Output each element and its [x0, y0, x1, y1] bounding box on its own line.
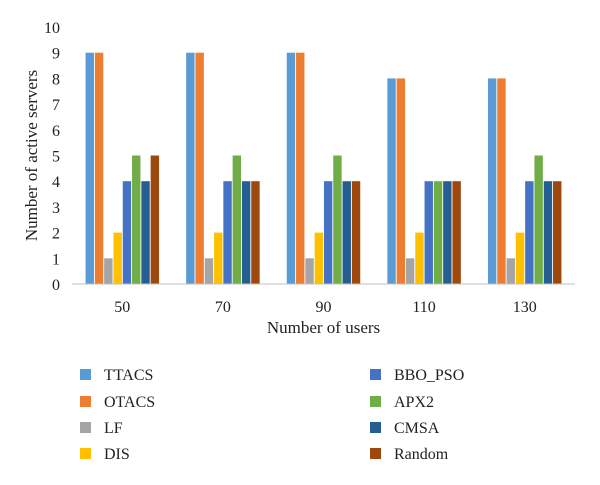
- legend-swatch: [80, 448, 91, 459]
- y-tick-label: 7: [52, 97, 60, 114]
- bar-dis-70: [214, 232, 223, 284]
- y-tick-label: 3: [52, 200, 60, 217]
- bar-apx2-50: [132, 155, 141, 284]
- bar-random-50: [150, 155, 160, 284]
- bar-otacs-90: [296, 52, 305, 285]
- legend-swatch: [370, 396, 381, 407]
- legend-swatch: [370, 448, 381, 459]
- bar-dis-130: [515, 232, 525, 284]
- bar-random-70: [251, 181, 260, 284]
- bar-cmsa-110: [443, 181, 452, 284]
- bar-otacs-110: [396, 78, 406, 285]
- bar-bbo-pso-70: [223, 181, 232, 284]
- bar-cmsa-70: [241, 181, 251, 284]
- y-tick-label: 5: [52, 149, 60, 166]
- y-tick-label: 8: [52, 71, 60, 88]
- x-tick-label: 110: [412, 299, 435, 316]
- bar-lf-110: [405, 258, 415, 284]
- legend-label: TTACS: [104, 367, 153, 384]
- bar-apx2-90: [333, 155, 342, 284]
- x-axis-ticks: 50 70 90 110 130: [114, 299, 536, 316]
- bar-otacs-50: [94, 52, 104, 285]
- legend-item-dis: DIS: [80, 446, 130, 463]
- legend-label: OTACS: [104, 394, 155, 411]
- y-tick-label: 4: [52, 174, 60, 191]
- bar-bbo-pso-110: [424, 181, 433, 284]
- x-tick-label: 90: [316, 299, 332, 316]
- bar-bbo-pso-130: [525, 181, 534, 284]
- bar-lf-130: [506, 258, 515, 284]
- y-tick-label: 2: [52, 226, 60, 243]
- legend-item-apx2: APX2: [370, 394, 434, 411]
- bar-otacs-130: [497, 78, 506, 285]
- y-axis-ticks: 0 1 2 3 4 5 6 7 8 9 10: [44, 20, 60, 294]
- y-axis-title: Number of active servers: [22, 70, 41, 241]
- legend-swatch: [80, 369, 91, 380]
- legend-label: LF: [104, 420, 123, 437]
- x-axis-title: Number of users: [267, 318, 380, 337]
- legend-item-cmsa: CMSA: [370, 420, 440, 437]
- legend-label: APX2: [394, 394, 434, 411]
- legend-label: Random: [394, 446, 449, 463]
- bar-random-130: [553, 181, 562, 284]
- legend-label: CMSA: [394, 420, 440, 437]
- bar-cmsa-50: [141, 181, 150, 284]
- legend-label: DIS: [104, 446, 130, 463]
- bar-random-90: [351, 181, 361, 284]
- legend-label: BBO_PSO: [394, 367, 464, 384]
- y-tick-label: 10: [44, 20, 60, 37]
- bar-dis-50: [113, 232, 122, 284]
- bar-bbo-pso-50: [122, 181, 132, 284]
- legend-swatch: [370, 369, 381, 380]
- x-tick-label: 130: [513, 299, 537, 316]
- bar-lf-70: [204, 258, 214, 284]
- bar-otacs-70: [195, 52, 204, 285]
- legend-swatch: [370, 422, 381, 433]
- bars-layer: [85, 52, 562, 285]
- legend-swatch: [80, 422, 91, 433]
- y-tick-label: 9: [52, 46, 60, 63]
- bar-apx2-70: [232, 155, 242, 284]
- legend-swatch: [80, 396, 91, 407]
- legend-item-random: Random: [370, 446, 449, 463]
- bar-cmsa-130: [543, 181, 553, 284]
- legend-item-lf: LF: [80, 420, 123, 437]
- bar-apx2-110: [433, 181, 443, 284]
- bar-apx2-130: [534, 155, 543, 284]
- y-tick-label: 6: [52, 123, 60, 140]
- y-tick-label: 1: [52, 251, 60, 268]
- bar-dis-90: [314, 232, 324, 284]
- bar-random-110: [452, 181, 461, 284]
- bar-bbo-pso-90: [323, 181, 333, 284]
- y-tick-label: 0: [52, 277, 60, 294]
- bar-dis-110: [415, 232, 424, 284]
- bar-ttacs-130: [487, 78, 497, 285]
- x-tick-label: 70: [215, 299, 231, 316]
- bar-ttacs-90: [286, 52, 296, 285]
- bar-cmsa-90: [342, 181, 351, 284]
- bar-lf-50: [104, 258, 113, 284]
- bar-ttacs-110: [387, 78, 396, 285]
- bar-lf-90: [305, 258, 314, 284]
- bar-ttacs-70: [186, 52, 195, 285]
- legend-item-otacs: OTACS: [80, 394, 155, 411]
- legend-item-ttacs: TTACS: [80, 367, 153, 384]
- bar-ttacs-50: [85, 52, 94, 285]
- x-tick-label: 50: [114, 299, 130, 316]
- legend-item-bbo-pso: BBO_PSO: [370, 367, 464, 384]
- legend: TTACS OTACS LF DIS BBO_PSO APX2 CMSA Random: [80, 367, 464, 463]
